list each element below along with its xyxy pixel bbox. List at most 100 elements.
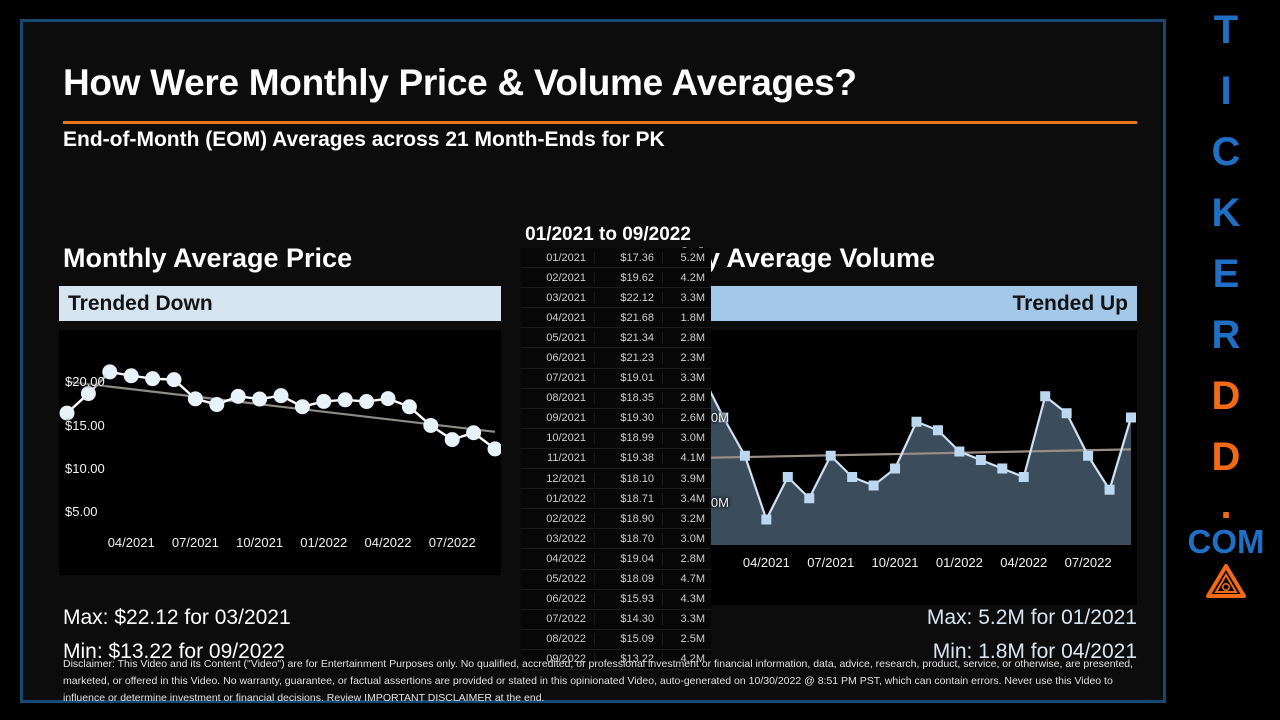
data-point: [825, 450, 836, 461]
brand-letter: D: [1211, 374, 1241, 418]
data-point: [847, 472, 858, 482]
data-point: [932, 425, 943, 436]
cell-month: 01/2022: [521, 492, 595, 505]
table-row: 09/2022 $13.22 4.2M: [521, 650, 711, 670]
data-point: [466, 425, 482, 441]
data-point: [487, 441, 501, 457]
data-point: [59, 405, 75, 421]
data-point: [80, 386, 96, 402]
table-row: 04/2022 $19.04 2.8M: [521, 549, 711, 570]
cell-price: $19.38: [595, 452, 663, 465]
x-tick: 04/2021: [107, 535, 155, 550]
cell-month: 04/2022: [521, 552, 595, 565]
price-chart: $5.00 $10.00 $15.00 $20.00 04/2021 07/2021 10/…: [59, 330, 501, 575]
cell-month: 07/2021: [521, 372, 595, 385]
table-row: 02/2022 $18.90 3.2M: [521, 509, 711, 530]
brand-letter: R: [1211, 313, 1241, 357]
cell-month: 06/2021: [521, 352, 595, 365]
cell-price: $14.30: [595, 613, 663, 626]
price-panel-title: Monthly Average Price: [63, 243, 353, 273]
cell-month: 05/2022: [521, 573, 595, 586]
data-point: [718, 412, 729, 423]
cell-volume: 2.8M: [680, 331, 705, 344]
table-row: 12/2021 $18.10 3.9M: [521, 469, 711, 490]
table-row: 03/2022 $18.70 3.0M: [521, 529, 711, 550]
cell-volume: 3.4M: [680, 492, 705, 505]
brand-rail: T I C K E R D D. COM: [1172, 0, 1280, 720]
cell-volume: 1.8M: [680, 311, 705, 324]
data-point: [187, 391, 203, 407]
table-row: 10/2021 $18.99 3.0M: [521, 429, 711, 449]
volume-trend-banner: Trended Up: [694, 286, 1137, 321]
data-point: [868, 480, 879, 491]
cell-volume: 3.3M: [680, 372, 705, 385]
data-point: [444, 432, 460, 448]
data-point: [975, 455, 986, 465]
cell-volume: 5.2M: [680, 251, 705, 264]
cell-month: 10/2021: [521, 432, 595, 445]
cell-price: $13.22: [595, 653, 663, 666]
cell-month: 07/2022: [521, 613, 595, 626]
series-line: [65, 370, 497, 451]
price-max-stat: Max: $22.12 for 03/2021: [63, 606, 291, 629]
table-row: 07/2022 $14.30 3.3M: [521, 610, 711, 630]
content-frame: How Were Monthly Price & Volume Averages…: [20, 19, 1166, 704]
cell-month: 09/2021: [521, 412, 595, 425]
disclaimer-text: Disclaimer: This Video and its Content (…: [63, 658, 1134, 704]
brand-letter: I: [1220, 69, 1232, 113]
data-point: [1104, 484, 1115, 495]
table-row: 03/2021 $22.12 3.3M: [521, 288, 711, 309]
cell-month: 08/2021: [521, 392, 595, 405]
cell-volume: 3.2M: [680, 512, 705, 525]
data-point: [230, 388, 246, 404]
y-axis-label: $20.00: [65, 374, 105, 390]
data-point: [739, 450, 750, 461]
data-point: [782, 472, 793, 482]
data-point: [145, 371, 161, 387]
table-row: 09/2021 $19.30 2.6M: [521, 409, 711, 429]
data-point: [380, 391, 396, 407]
data-point: [123, 368, 139, 384]
data-point: [294, 399, 310, 415]
cell-price: $18.71: [595, 492, 663, 505]
cell-volume: 3.0M: [680, 532, 705, 545]
data-point: [804, 493, 815, 504]
cell-month: 03/2021: [521, 291, 595, 304]
x-tick: 10/2021: [236, 535, 284, 550]
cell-volume: 2.5M: [680, 633, 705, 646]
cell-price: $22.12: [595, 291, 663, 304]
table-row: 02/2021 $19.62 4.2M: [521, 268, 711, 289]
cell-price: $19.04: [595, 552, 663, 565]
x-tick: 04/2022: [1000, 555, 1048, 570]
table-heading: 01/2021 to 09/2022: [525, 224, 691, 245]
data-point: [1018, 472, 1029, 482]
table-row: 04/2021 $21.68 1.8M: [521, 308, 711, 329]
x-tick: 10/2021: [871, 555, 919, 570]
cell-month: 01/2021: [521, 251, 595, 264]
brand-dot: .: [1220, 483, 1232, 527]
cell-volume: 3.3M: [680, 291, 705, 304]
x-tick: 07/2021: [171, 535, 219, 550]
brand-letter: E: [1212, 252, 1240, 296]
brand-letter: T: [1213, 8, 1239, 52]
data-point: [166, 372, 182, 388]
x-axis-labels: 04/2021 07/2021 10/2021 01/2022 04/2022 07/20…: [694, 555, 1137, 573]
data-point: [954, 446, 965, 457]
cell-price: $18.70: [595, 532, 663, 545]
cell-price: $21.68: [595, 311, 663, 324]
cell-price: $21.23: [595, 352, 663, 365]
cell-price: $18.90: [595, 512, 663, 525]
table-row: 05/2022 $18.09 4.7M: [521, 570, 711, 590]
x-tick: 04/2021: [742, 555, 790, 570]
cell-volume: 3.9M: [680, 472, 705, 485]
table-row: 11/2021 $19.38 4.1M: [521, 449, 711, 470]
cell-month: 12/2021: [521, 472, 595, 485]
data-point: [1126, 412, 1136, 423]
table-row: 01/2022 $18.71 3.4M: [521, 489, 711, 510]
x-tick: 07/2022: [1064, 555, 1112, 570]
data-point: [316, 393, 332, 409]
data-point: [761, 514, 772, 525]
cell-price: $17.36: [595, 251, 663, 264]
cell-price: $15.09: [595, 633, 663, 646]
